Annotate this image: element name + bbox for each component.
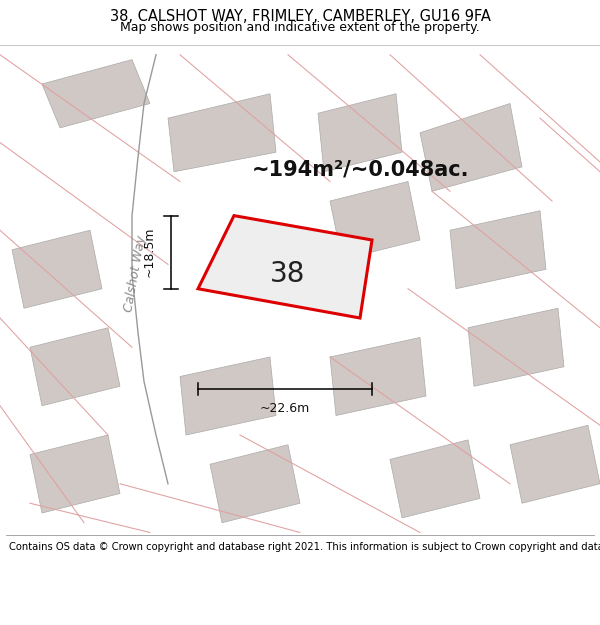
Polygon shape	[318, 94, 402, 172]
Polygon shape	[330, 338, 426, 416]
Polygon shape	[168, 94, 276, 172]
Polygon shape	[180, 357, 276, 435]
Text: Map shows position and indicative extent of the property.: Map shows position and indicative extent…	[120, 21, 480, 34]
Text: 38: 38	[271, 260, 305, 288]
Polygon shape	[450, 211, 546, 289]
Polygon shape	[198, 216, 372, 318]
Text: 38, CALSHOT WAY, FRIMLEY, CAMBERLEY, GU16 9FA: 38, CALSHOT WAY, FRIMLEY, CAMBERLEY, GU1…	[110, 9, 490, 24]
Text: Calshot Way: Calshot Way	[122, 235, 148, 313]
Polygon shape	[420, 104, 522, 191]
Polygon shape	[12, 230, 102, 308]
Text: ~194m²/~0.048ac.: ~194m²/~0.048ac.	[251, 159, 469, 179]
Polygon shape	[30, 435, 120, 513]
Text: Contains OS data © Crown copyright and database right 2021. This information is : Contains OS data © Crown copyright and d…	[9, 542, 600, 552]
Polygon shape	[390, 440, 480, 518]
Polygon shape	[210, 445, 300, 522]
Text: ~18.5m: ~18.5m	[142, 227, 155, 278]
Polygon shape	[42, 59, 150, 128]
Polygon shape	[468, 308, 564, 386]
Polygon shape	[330, 181, 420, 259]
Polygon shape	[510, 425, 600, 503]
Text: ~22.6m: ~22.6m	[260, 402, 310, 415]
Polygon shape	[30, 328, 120, 406]
